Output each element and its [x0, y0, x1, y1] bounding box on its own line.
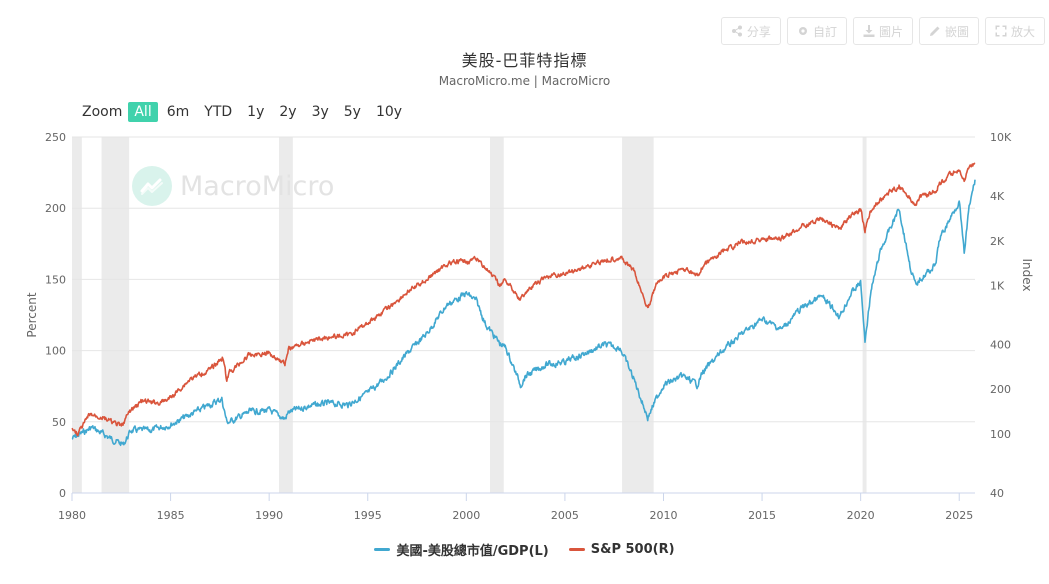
expand-button[interactable]: 放大: [984, 17, 1045, 45]
watermark: MacroMicro: [132, 166, 334, 206]
right-axis-tick-label: 4K: [990, 190, 1005, 203]
recession-band: [622, 137, 654, 493]
recession-band: [489, 137, 504, 493]
chart-toolbar: 分享 自訂 圖片 嵌圖 放大: [720, 17, 1045, 45]
zoom-button-5y[interactable]: 5y: [343, 104, 361, 120]
custom-label: 自訂: [812, 24, 837, 39]
left-axis-tick-label: 0: [59, 487, 66, 500]
x-axis-tick-label: 2000: [452, 509, 480, 522]
chart-subtitle: MacroMicro.me | MacroMicro: [438, 74, 611, 88]
x-axis-tick-label: 2015: [748, 509, 776, 522]
x-axis-tick-label: 2005: [551, 509, 579, 522]
zoom-button-10y[interactable]: 10y: [375, 104, 403, 120]
x-axis-tick-label: 1985: [157, 509, 185, 522]
download-icon: [863, 25, 875, 37]
x-axis-tick-label: 1980: [58, 509, 86, 522]
share-label: 分享: [746, 24, 771, 39]
legend-swatch-right: [568, 548, 585, 551]
share-button[interactable]: 分享: [720, 17, 781, 45]
right-axis-tick-label: 2K: [990, 235, 1005, 248]
right-axis-tick-label: 100: [990, 428, 1011, 441]
gear-icon: [798, 27, 807, 35]
expand-label: 放大: [1010, 24, 1035, 39]
series-line-market-cap-gdp: [71, 179, 976, 447]
x-axis-tick-label: 2010: [649, 509, 677, 522]
zoom-button-6m[interactable]: 6m: [166, 104, 190, 120]
legend-swatch-left: [374, 548, 391, 551]
left-axis-tick-label: 250: [45, 131, 66, 144]
x-axis-tick-label: 1995: [354, 509, 382, 522]
left-axis-tick-label: 100: [45, 345, 66, 358]
right-axis-tick-label: 40: [990, 487, 1004, 500]
watermark-text: MacroMicro: [180, 170, 335, 202]
x-axis-tick-label: 2020: [847, 509, 875, 522]
zoom-button-1y[interactable]: 1y: [247, 104, 265, 120]
legend-label-left: 美國-美股總市值/GDP(L): [396, 544, 549, 559]
left-axis-title: Percent: [25, 292, 39, 337]
left-axis-tick-label: 50: [52, 416, 66, 429]
left-axis-tick-label: 150: [45, 273, 66, 286]
right-axis-tick-label: 200: [990, 383, 1011, 396]
recession-band: [862, 137, 867, 493]
legend-label-right: S&P 500(R): [590, 542, 675, 557]
legend-item-right[interactable]: S&P 500(R): [568, 540, 675, 559]
legend-item-left[interactable]: 美國-美股總市值/GDP(L): [374, 540, 549, 559]
embed-button[interactable]: 嵌圖: [918, 17, 979, 45]
zoom-button-all[interactable]: All: [128, 102, 158, 122]
x-axis-tick-label: 2025: [945, 509, 973, 522]
recession-band: [279, 137, 293, 493]
recession-band: [101, 137, 130, 493]
left-axis-tick-label: 200: [45, 202, 66, 215]
right-axis-tick-label: 10K: [990, 131, 1012, 144]
zoom-button-ytd[interactable]: YTD: [204, 104, 233, 120]
expand-icon: [995, 25, 1007, 37]
pencil-icon: [929, 26, 940, 36]
zoom-button-3y[interactable]: 3y: [311, 104, 329, 120]
right-axis-tick-label: 1K: [990, 279, 1005, 292]
zoom-button-2y[interactable]: 2y: [279, 104, 297, 120]
embed-label: 嵌圖: [944, 24, 969, 39]
x-axis-tick-label: 1990: [255, 509, 283, 522]
right-axis-tick-label: 400: [990, 339, 1011, 352]
zoom-selector: Zoom All 6m YTD 1y 2y 3y 5y 10y: [82, 102, 411, 122]
chart-title: 美股-巴菲特指標: [461, 51, 588, 70]
share-icon: [731, 25, 742, 37]
image-label: 圖片: [878, 24, 903, 39]
zoom-label: Zoom: [82, 104, 123, 120]
custom-button[interactable]: 自訂: [786, 17, 847, 45]
right-axis-title: Index: [1020, 258, 1034, 291]
chart-legend: 美國-美股總市值/GDP(L) S&P 500(R): [0, 540, 1049, 559]
macromicro-logo-icon: [132, 166, 172, 206]
recession-band: [72, 137, 82, 493]
image-button[interactable]: 圖片: [852, 17, 913, 45]
series-line-sp500: [71, 162, 976, 437]
